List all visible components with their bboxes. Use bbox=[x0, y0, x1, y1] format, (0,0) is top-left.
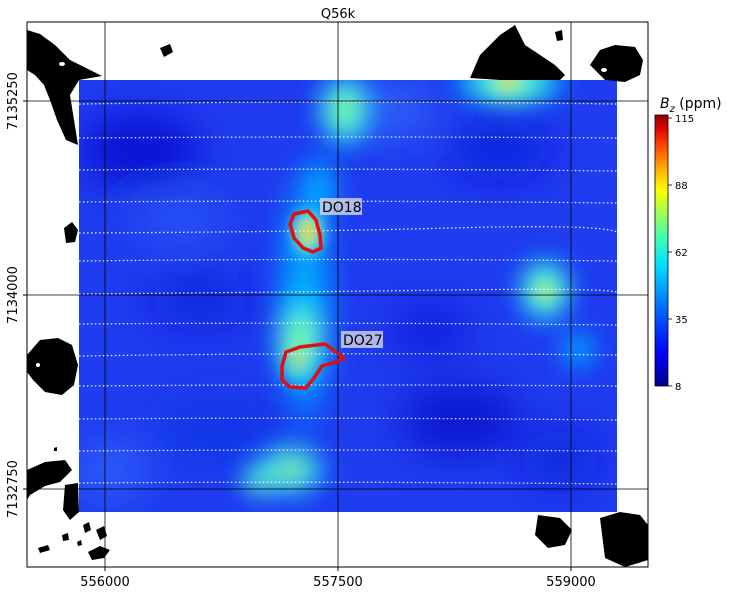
annotation-do27-label: DO27 bbox=[343, 333, 383, 349]
do18-outline bbox=[288, 209, 323, 254]
map-title: Q56k bbox=[321, 7, 356, 22]
land-top-left bbox=[27, 30, 102, 145]
grid-lines bbox=[27, 22, 648, 567]
x-axis: 556000 557500 559000 bbox=[80, 567, 596, 590]
y-tick-label: 7132750 bbox=[6, 460, 21, 518]
colorbar-tick-label: 88 bbox=[675, 181, 688, 192]
colorbar-scale bbox=[654, 114, 669, 387]
annotation-do18: DO18 bbox=[320, 198, 362, 216]
do27-outline bbox=[280, 342, 346, 390]
y-tick-label: 7134000 bbox=[6, 266, 21, 324]
x-tick-label: 559000 bbox=[546, 575, 596, 590]
land-bottom-left-2 bbox=[63, 483, 79, 520]
y-axis: 7135250 7134000 7132750 bbox=[6, 72, 27, 518]
flight-lines bbox=[79, 101, 617, 485]
colorbar: Bz (ppm) 115 88 62 35 8 bbox=[654, 96, 722, 393]
land-left-middle bbox=[27, 338, 78, 395]
colorbar-tick-label: 8 bbox=[675, 382, 681, 393]
land-bottom-left bbox=[27, 460, 72, 500]
colorbar-tick-label: 115 bbox=[675, 114, 694, 125]
field-surface bbox=[79, 80, 617, 512]
land-top-right bbox=[470, 25, 565, 80]
colorbar-tick-label: 35 bbox=[675, 315, 688, 326]
x-tick-label: 557500 bbox=[313, 575, 363, 590]
land-shapes bbox=[27, 25, 648, 567]
annotation-do18-label: DO18 bbox=[322, 200, 362, 216]
colorbar-tick-label: 62 bbox=[675, 248, 688, 259]
land-bottom-right bbox=[600, 512, 648, 567]
land-right-blob bbox=[590, 45, 643, 82]
y-tick-label: 7135250 bbox=[6, 72, 21, 130]
x-tick-label: 556000 bbox=[80, 575, 130, 590]
annotation-do27: DO27 bbox=[341, 331, 383, 349]
plot-area: DO18 DO27 bbox=[27, 22, 648, 567]
colorbar-label: Bz (ppm) bbox=[660, 96, 722, 115]
